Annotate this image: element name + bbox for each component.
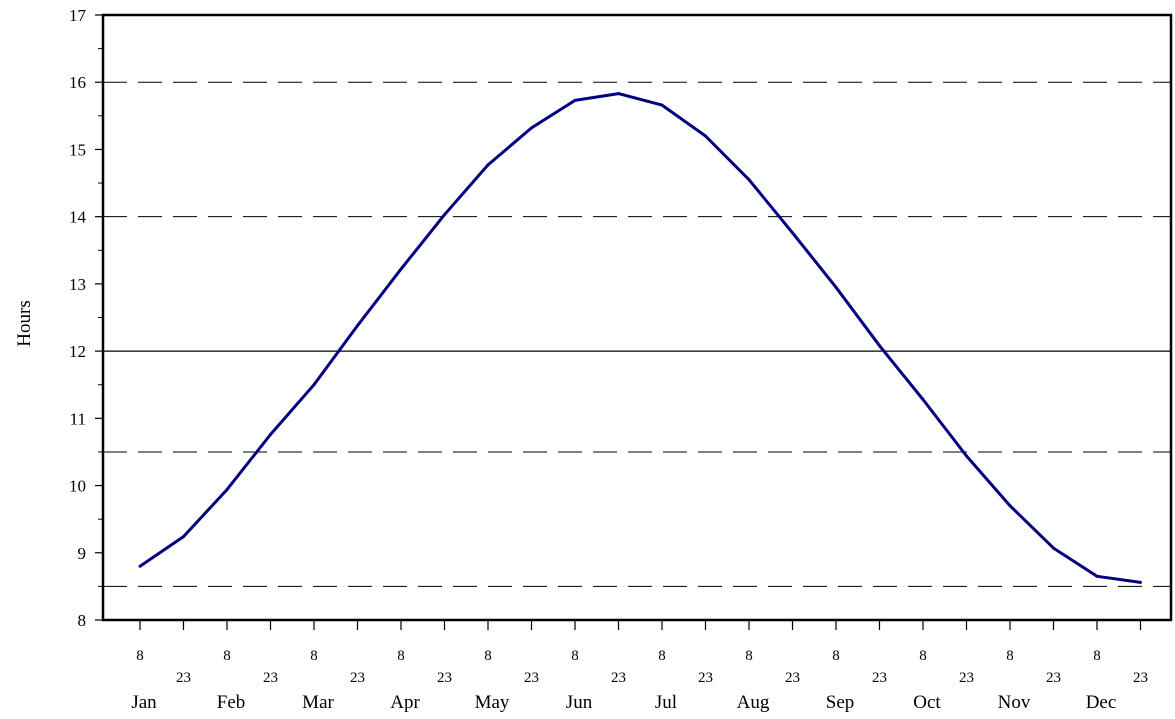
data-point [747,178,751,182]
y-tick-label: 8 [78,611,87,630]
data-point [921,398,925,402]
data-point [617,92,620,96]
y-tick-label: 13 [69,275,86,294]
data-point [138,564,142,568]
x-day-label: 8 [136,648,144,664]
series-layer [138,92,1142,584]
data-point [225,488,229,492]
data-point [791,231,794,235]
data-point [1052,546,1055,550]
data-point [356,324,359,328]
data-point [878,344,881,348]
x-month-label: Jan [131,692,157,713]
reference-lines [103,81,1171,587]
x-month-label: Jul [655,692,677,713]
x-day-label: 23 [524,670,539,686]
data-point [834,285,838,289]
data-point [443,213,446,217]
x-month-label: May [475,692,510,713]
y-tick-label: 17 [69,6,87,25]
x-month-label: Mar [302,692,334,713]
x-month-label: Feb [217,692,246,713]
x-day-label: 8 [658,648,666,664]
x-day-label: 8 [745,648,753,664]
y-tick-label: 14 [69,208,87,227]
data-point [399,267,403,271]
x-day-label: 23 [263,670,278,686]
x-day-label: 8 [1093,648,1101,664]
plot-frame [101,13,1173,622]
x-month-label: Dec [1086,692,1117,713]
x-month-label: Apr [390,692,420,713]
data-point [660,103,664,107]
x-day-label: 8 [310,648,318,664]
series-line [139,92,1141,584]
data-point [1095,574,1099,578]
x-day-label: 23 [872,670,887,686]
x-day-label: 23 [611,670,626,686]
x-day-label: 23 [1046,670,1061,686]
x-day-label: 8 [1006,648,1014,664]
data-point [704,134,707,138]
data-point [1139,580,1142,584]
x-day-label: 23 [698,670,713,686]
x-month-label: Jun [566,692,593,713]
data-point [1008,504,1012,508]
y-tick-label: 10 [69,477,86,496]
y-axis-label: Hours [14,300,35,346]
y-tick-label: 15 [69,140,86,159]
x-month-label: Nov [998,692,1031,713]
x-day-label: 8 [223,648,231,664]
x-month-label: Oct [913,692,941,713]
x-day-label: 23 [350,670,365,686]
y-tick-label: 9 [78,544,87,563]
data-point [965,454,968,458]
data-point [269,432,272,436]
x-day-label: 23 [437,670,452,686]
y-axis: 8 9 10 11 12 13 14 15 16 17 [69,6,103,630]
x-day-label: 8 [832,648,840,664]
x-month-label: Aug [737,692,770,713]
y-tick-label: 11 [70,409,86,428]
x-month-label: Sep [826,692,855,713]
x-axis: 8 23 8 23 8 23 8 23 8 23 8 23 8 23 8 23 8 23 8 23 8 23 8 23 Jan F… [131,620,1148,713]
x-day-label: 8 [484,648,492,664]
x-day-label: 8 [397,648,405,664]
x-day-label: 8 [571,648,579,664]
y-tick-label: 16 [69,73,86,92]
y-tick-label: 12 [69,342,86,361]
data-point [312,383,316,387]
data-point [182,535,185,539]
x-day-label: 23 [1133,670,1148,686]
data-point [486,163,490,167]
x-day-label: 23 [176,670,191,686]
data-point [573,98,577,102]
data-point [530,126,533,130]
x-day-label: 23 [959,670,974,686]
x-day-label: 23 [785,670,800,686]
x-day-label: 8 [919,648,927,664]
